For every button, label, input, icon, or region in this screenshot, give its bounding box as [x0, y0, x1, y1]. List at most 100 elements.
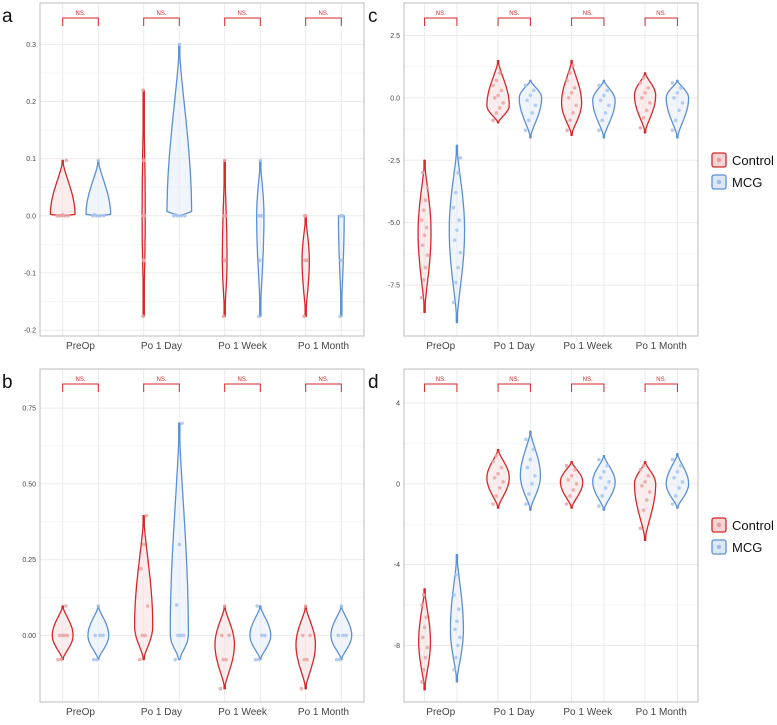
data-point-control	[571, 63, 575, 68]
data-point-control	[144, 513, 149, 518]
data-point-control	[641, 508, 646, 512]
data-point-mcg	[338, 314, 342, 319]
data-point-mcg	[677, 486, 681, 490]
data-point-mcg	[603, 111, 608, 115]
violin-control	[559, 460, 584, 509]
data-point-control	[425, 645, 430, 650]
significance-bracket	[571, 383, 605, 392]
data-point-control	[57, 213, 61, 218]
data-point-control	[222, 158, 227, 163]
data-point-mcg	[173, 212, 178, 217]
data-point-control	[646, 86, 651, 90]
data-point-mcg	[602, 93, 606, 98]
y-tick-label: 2.5	[390, 33, 400, 40]
data-point-mcg	[93, 633, 98, 638]
data-point-control	[57, 633, 62, 638]
data-point-control	[308, 633, 312, 638]
data-point-control	[496, 471, 500, 476]
data-point-mcg	[337, 657, 342, 662]
data-point-mcg	[533, 473, 537, 478]
data-point-mcg	[453, 627, 457, 632]
data-point-mcg	[183, 213, 187, 218]
violin-control	[486, 448, 510, 509]
x-tick-label: Po 1 Month	[636, 341, 687, 352]
y-tick-label: 0.00	[22, 633, 36, 640]
data-point-mcg	[452, 667, 456, 672]
panel-b: b 0.00 0.25 0.50 0.75 PreOp Po 1 Day Po 1 Week P…	[2, 368, 365, 718]
x-tick-label: Po 1 Day	[494, 707, 535, 718]
data-point-control	[501, 480, 505, 484]
data-point-control	[227, 633, 231, 638]
data-point-mcg	[672, 96, 676, 100]
data-point-control	[568, 118, 572, 123]
data-point-control	[305, 657, 309, 662]
data-point-control	[574, 103, 578, 108]
legend-mcg-dot	[716, 179, 722, 185]
data-point-mcg	[339, 258, 344, 263]
data-point-control	[424, 615, 429, 620]
plot-frame	[39, 368, 365, 703]
data-point-control	[139, 566, 143, 571]
panel-letter: b	[2, 372, 13, 393]
y-tick-label: -8	[394, 643, 400, 650]
data-point-control	[492, 96, 497, 100]
data-point-mcg	[181, 633, 186, 638]
panel-letter: a	[2, 6, 13, 27]
violin-control	[633, 72, 657, 134]
significance-bracket	[62, 17, 99, 26]
data-point-control	[569, 473, 574, 478]
data-point-mcg	[257, 213, 262, 218]
data-point-control	[420, 170, 425, 175]
significance-label: NS.	[583, 377, 593, 383]
data-point-mcg	[454, 655, 458, 660]
data-point-control	[56, 657, 60, 662]
panels: a -0.2 -0.1 0.0 0.1 0.2 0.3 PreOp Po 1 Day Po 1 W…	[2, 2, 699, 718]
panel-letter: c	[368, 6, 378, 27]
data-point-control	[572, 86, 577, 90]
significance-bracket	[644, 383, 678, 392]
data-point-control	[141, 88, 145, 92]
violin-mcg	[592, 79, 616, 139]
data-point-mcg	[457, 218, 462, 222]
significance-label: NS.	[656, 377, 666, 383]
data-point-control	[644, 498, 649, 502]
data-point-control	[218, 686, 223, 691]
y-tick-label: 0	[396, 481, 400, 488]
data-point-control	[303, 213, 308, 218]
data-point-mcg	[452, 238, 457, 242]
data-point-mcg	[98, 213, 102, 218]
violin-mcg	[592, 454, 616, 511]
x-tick-label: Po 1 Week	[218, 341, 268, 352]
data-point-control	[491, 118, 495, 123]
y-tick-label: 0.3	[26, 42, 36, 49]
data-point-mcg	[453, 190, 458, 195]
y-tick-label: -7.5	[388, 283, 400, 290]
data-point-mcg	[101, 633, 105, 638]
plot-frame	[403, 368, 699, 703]
data-point-control	[638, 526, 643, 531]
data-point-control	[66, 213, 71, 218]
data-point-control	[303, 604, 308, 608]
data-point-control	[145, 604, 150, 608]
data-point-mcg	[256, 314, 261, 319]
significance-bracket	[143, 17, 180, 26]
data-point-control	[643, 480, 647, 484]
data-point-control	[143, 633, 147, 638]
legend-control-label: Control	[732, 518, 774, 533]
data-point-control	[421, 593, 426, 597]
data-point-mcg	[597, 128, 601, 133]
data-point-control	[423, 198, 428, 203]
data-point-control	[638, 467, 643, 472]
significance-label: NS.	[237, 377, 247, 383]
significance-label: NS.	[656, 11, 666, 17]
data-point-mcg	[523, 83, 528, 88]
violin-control	[51, 605, 74, 661]
y-tick-label: 0.50	[22, 481, 36, 488]
significance-label: NS.	[583, 11, 593, 17]
violin-mcg	[337, 215, 345, 317]
data-point-mcg	[455, 619, 459, 624]
data-point-mcg	[602, 469, 606, 474]
data-point-mcg	[102, 213, 106, 218]
data-point-control	[494, 78, 499, 83]
data-point-control	[63, 604, 68, 608]
